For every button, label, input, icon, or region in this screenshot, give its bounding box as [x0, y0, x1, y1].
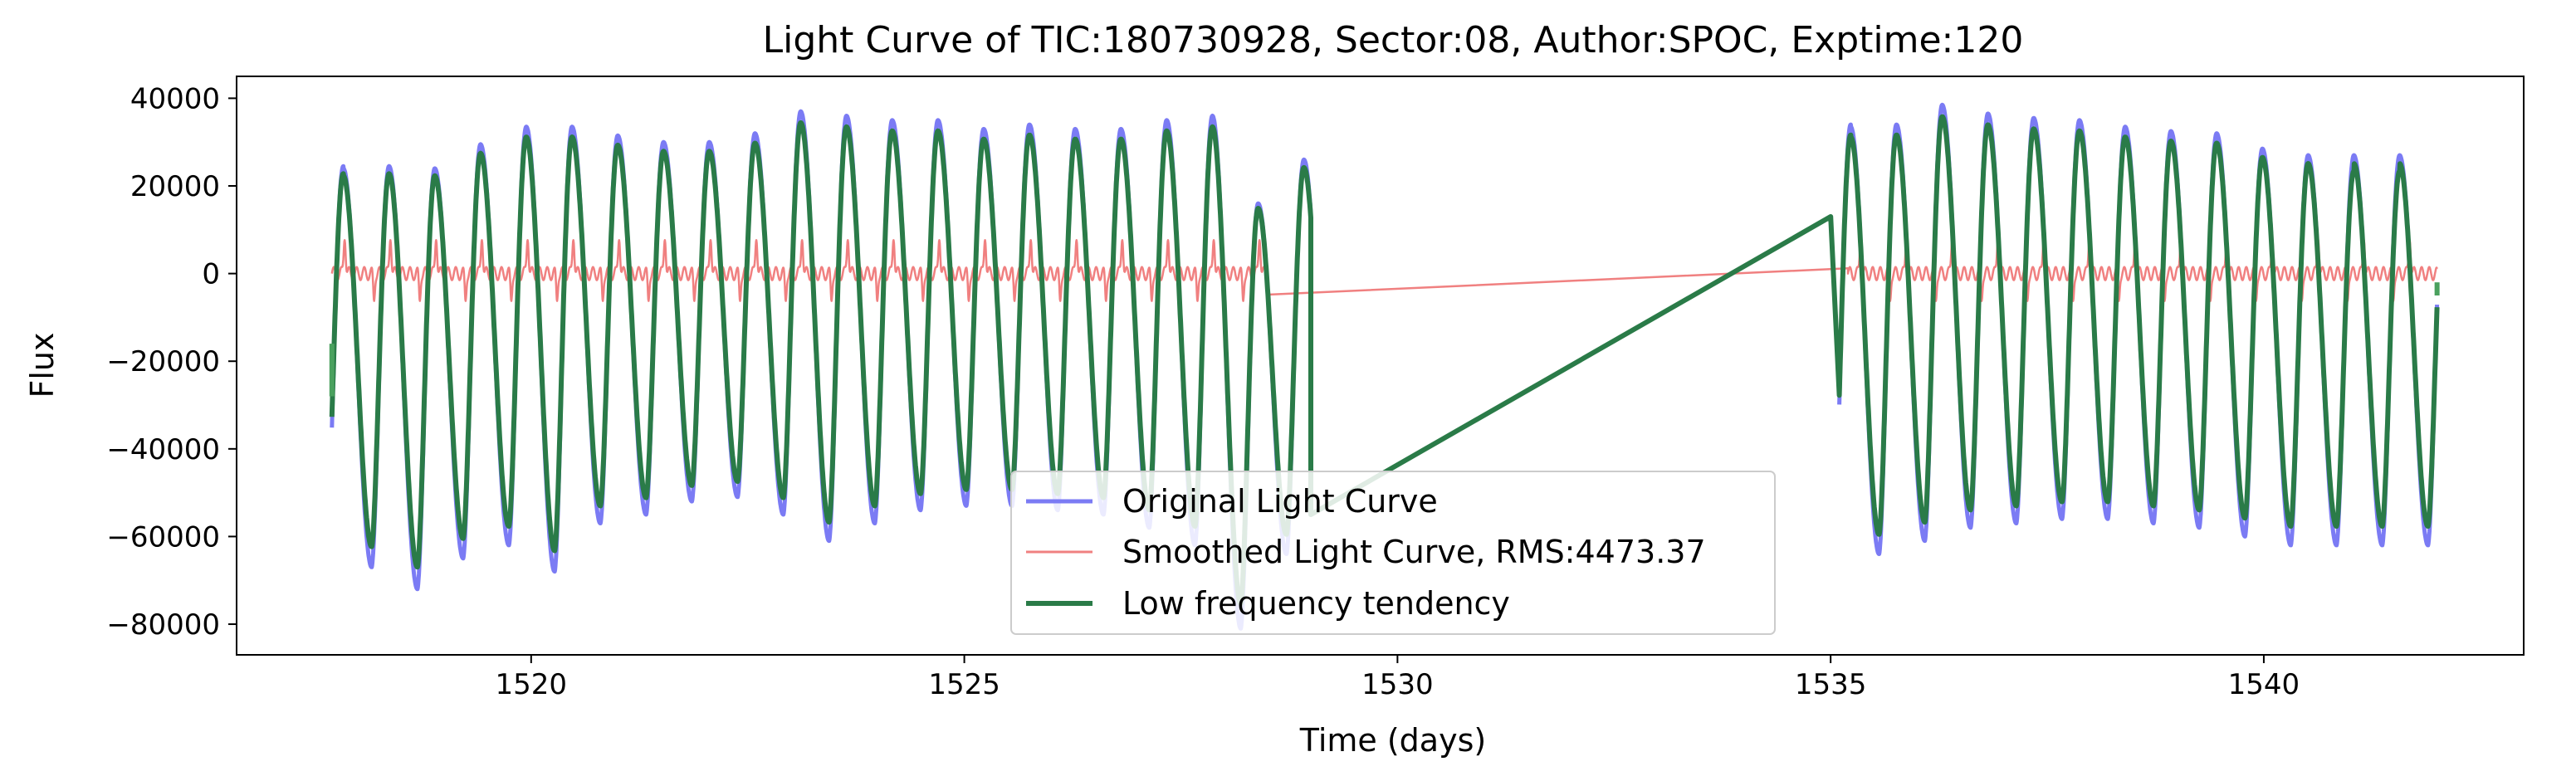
plot-frame — [236, 76, 2525, 656]
series-trend-line — [329, 114, 2440, 607]
y-axis: 40000 20000 0 −20000 −40000 −60000 −80000 — [106, 82, 237, 642]
x-tick-label: 1535 — [1795, 668, 1867, 701]
y-tick-label: −80000 — [106, 608, 220, 642]
y-tick-label: −40000 — [106, 433, 220, 466]
y-axis-label: Flux — [24, 333, 61, 398]
x-axis-label: Time (days) — [1299, 722, 1486, 759]
legend-label-trend: Low frequency tendency — [1122, 585, 1510, 622]
y-tick-label: −20000 — [106, 345, 220, 378]
x-tick-label: 1520 — [496, 668, 568, 701]
y-tick-label: 0 — [202, 258, 220, 291]
x-axis: 1520 1525 1530 1535 1540 — [496, 655, 2300, 701]
x-tick-label: 1540 — [2228, 668, 2300, 701]
x-tick-label: 1530 — [1361, 668, 1434, 701]
legend-label-original: Original Light Curve — [1122, 483, 1438, 520]
legend-label-smoothed: Smoothed Light Curve, RMS:4473.37 — [1122, 534, 1706, 570]
chart-title: Light Curve of TIC:180730928, Sector:08,… — [763, 19, 2024, 61]
y-tick-label: 40000 — [130, 82, 220, 115]
legend: Original Light Curve Smoothed Light Curv… — [1010, 471, 1776, 635]
legend-box — [1010, 471, 1776, 635]
x-tick-label: 1525 — [928, 668, 1000, 701]
y-tick-label: −60000 — [106, 520, 220, 554]
y-tick-label: 20000 — [130, 170, 220, 203]
